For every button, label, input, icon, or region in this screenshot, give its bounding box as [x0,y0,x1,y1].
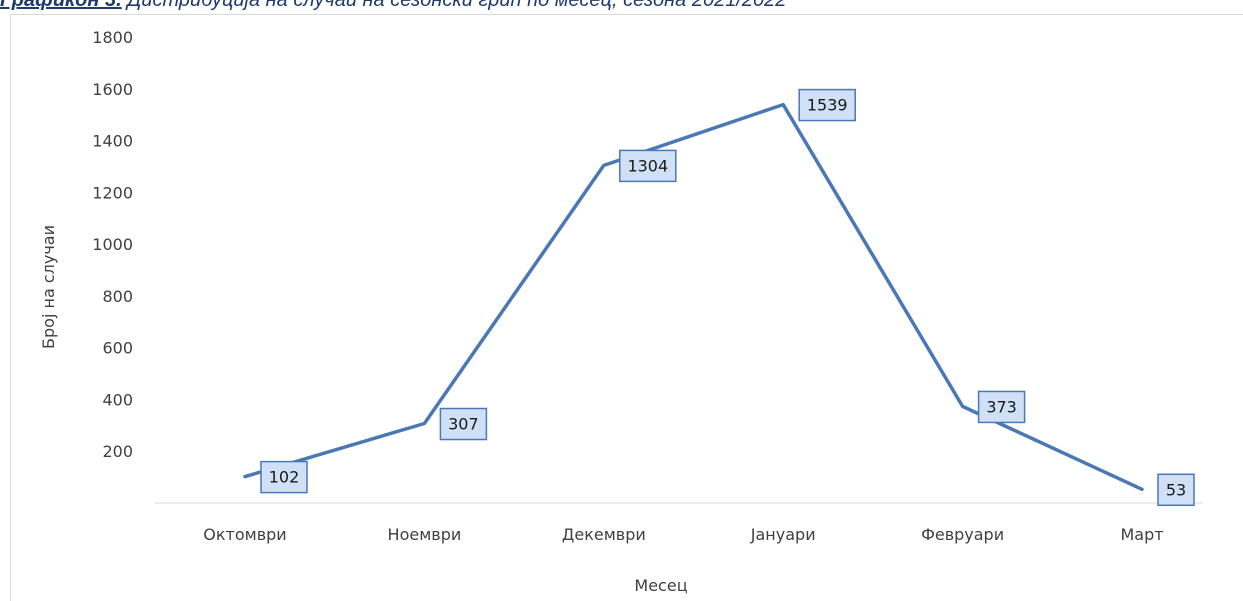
data-label-box [798,88,856,122]
y-tick-label: 200 [102,442,133,461]
x-axis-ticks: Октомври Ноември Декември Јануари Февруари Ма… [203,525,1163,544]
x-axis-title: Месец [634,576,687,595]
x-tick-label: Март [1120,525,1163,544]
y-tick-label: 800 [102,287,133,306]
data-label-box [1157,473,1195,507]
x-tick-label: Февруари [921,525,1004,544]
data-labels: 102 307 1304 1539 373 53 [260,88,1195,507]
data-label-box [977,390,1026,424]
x-tick-label: Јануари [750,525,816,544]
data-label-text: 307 [448,415,479,434]
y-tick-label: 1200 [92,183,133,202]
x-tick-label: Декември [562,525,646,544]
chart-frame [10,14,1243,601]
data-label: 1304 [619,149,677,183]
data-label: 102 [260,460,308,494]
x-tick-label: Ноември [388,525,462,544]
data-label-box [260,460,308,494]
chart-caption: Графикон 3. Дистрибуција на случаи на се… [0,0,1243,13]
y-tick-label: 400 [102,390,133,409]
y-axis-title: Број на случаи [39,225,58,349]
data-label-box [619,149,677,183]
data-label-box [439,407,488,441]
data-label-text: 1539 [807,96,848,115]
data-label-text: 53 [1166,480,1186,499]
series-line [243,102,1144,492]
y-tick-label: 1800 [92,28,133,47]
data-label: 1539 [798,88,856,122]
caption-text: Дистрибуција на случаи на сезонски грип … [127,0,787,11]
y-tick-label: 1600 [92,80,133,99]
caption-label: Графикон 3. [0,0,122,11]
y-tick-label: 600 [102,339,133,358]
y-tick-label: 1000 [92,235,133,254]
data-label-text: 1304 [627,156,668,175]
data-label: 53 [1157,473,1195,507]
data-label: 307 [439,407,488,441]
x-tick-label: Октомври [203,525,286,544]
data-label-text: 373 [986,397,1017,416]
y-tick-label: 1400 [92,132,133,151]
data-label: 373 [977,390,1026,424]
y-axis-ticks: 200 400 600 800 1000 1200 1400 1600 1800 [92,28,133,461]
data-label-text: 102 [269,468,300,487]
